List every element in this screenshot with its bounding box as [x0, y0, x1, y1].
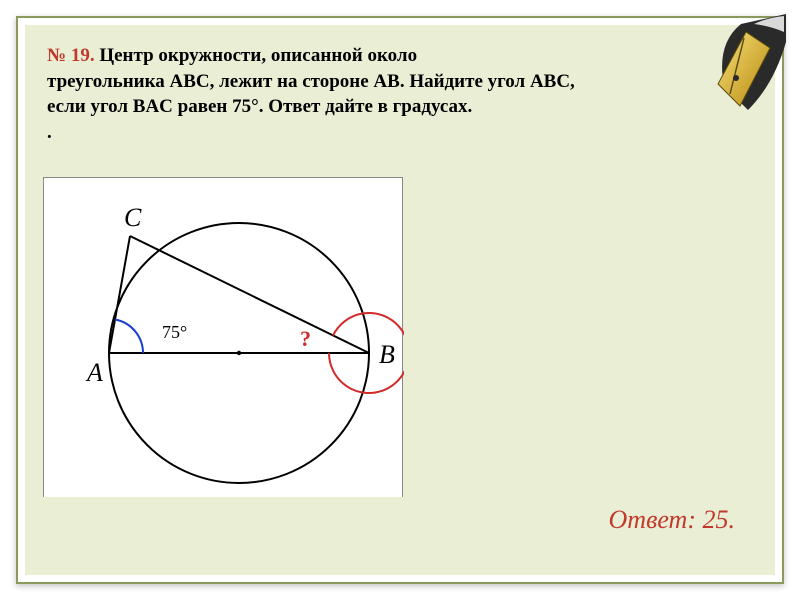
svg-text:B: B — [379, 340, 395, 369]
problem-line1: Центр окружности, описанной около — [95, 45, 418, 66]
problem-text: № 19. Центр окружности, описанной около … — [47, 43, 753, 146]
svg-text:75°: 75° — [162, 322, 187, 342]
svg-text:C: C — [124, 203, 142, 232]
answer-prefix: Ответ: — [609, 505, 703, 534]
answer-value: 25 — [703, 505, 729, 534]
slide-inner: № 19. Центр окружности, описанной около … — [25, 25, 775, 575]
svg-text:?: ? — [300, 326, 311, 351]
slide-frame: № 19. Центр окружности, описанной около … — [16, 16, 784, 584]
geometry-figure: 75°? A B C — [43, 177, 403, 497]
problem-number: № 19. — [47, 45, 95, 66]
problem-line3: если угол BAC равен 75°. Ответ дайте в г… — [47, 96, 472, 117]
problem-dot: . — [47, 122, 52, 143]
figure-svg: 75°? A B C — [44, 178, 404, 498]
answer-suffix: . — [729, 505, 736, 534]
problem-line2: треугольника ABC, лежит на стороне AB. Н… — [47, 71, 575, 92]
answer-text: Ответ: 25. — [609, 505, 735, 535]
svg-text:A: A — [85, 358, 103, 387]
